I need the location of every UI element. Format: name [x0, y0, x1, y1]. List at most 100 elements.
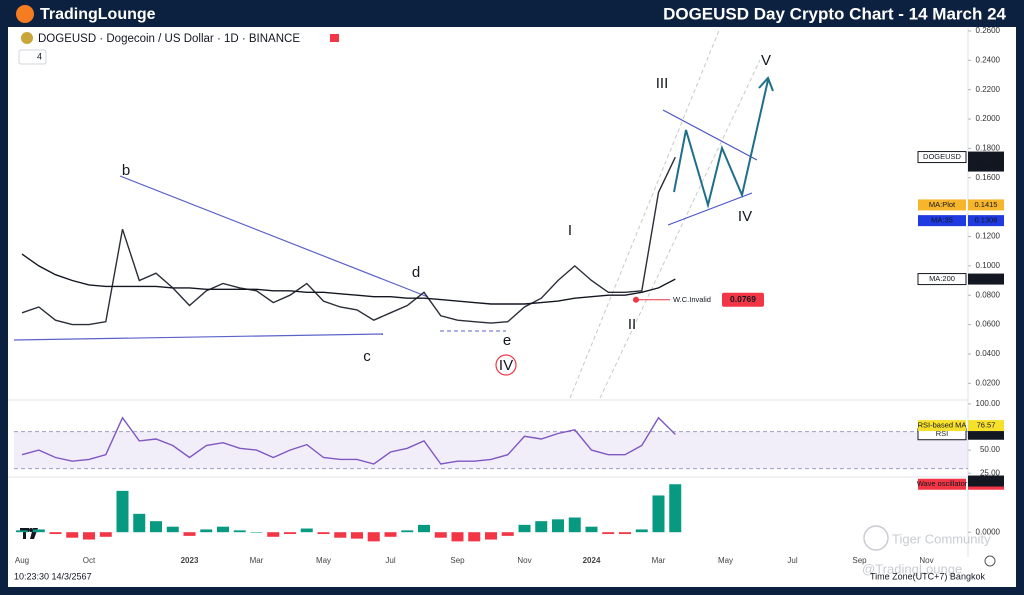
wave-label: III	[656, 75, 669, 92]
x-tick-label: 2024	[583, 556, 601, 565]
bar	[552, 519, 564, 533]
tag-value: 0.1415	[975, 200, 998, 209]
indicator-toggle[interactable]	[18, 49, 47, 65]
arrow-head	[758, 76, 774, 92]
x-tick-label: Sep	[450, 556, 465, 565]
wave-label: IV	[499, 357, 513, 374]
bar	[602, 532, 615, 535]
bar	[66, 532, 79, 538]
flag-icon	[330, 34, 339, 42]
y-tick-label: 25.00	[980, 468, 1001, 477]
y-tick-label: 0.2000	[976, 114, 1001, 123]
x-tick-label: 2023	[181, 556, 199, 565]
x-tick-label: Aug	[15, 556, 29, 565]
y-tick-label: 0.1000	[976, 261, 1001, 270]
bar	[133, 513, 146, 533]
x-tick-label: Nov	[517, 556, 531, 565]
y-tick-label: 0.2400	[976, 55, 1001, 64]
tag-value-box	[968, 428, 1004, 440]
tag-value: 76.57	[977, 421, 996, 430]
bar	[635, 529, 648, 533]
bar	[334, 532, 347, 538]
x-tick-label: Oct	[83, 556, 96, 565]
bar	[367, 532, 380, 542]
bar	[451, 532, 464, 542]
logo-text: TradingLounge	[40, 6, 156, 23]
tag-value: 0.1741	[975, 152, 998, 161]
bar	[150, 521, 162, 533]
series-line	[21, 416, 676, 465]
triangle-line	[667, 192, 753, 226]
tag-value-box	[968, 420, 1004, 432]
tag-value: 0.0910	[975, 274, 998, 283]
tag-name-box	[918, 199, 966, 211]
bar	[485, 532, 497, 540]
x-tick-label: Jul	[787, 556, 797, 565]
tag-name: MA:35	[931, 216, 953, 225]
settings-button[interactable]	[984, 555, 996, 567]
bar	[434, 532, 447, 538]
bar	[250, 532, 263, 533]
bar	[32, 529, 45, 533]
bar	[166, 526, 179, 533]
tag-name-box	[918, 478, 966, 490]
tag-name-box	[917, 273, 967, 286]
wave-label: c	[363, 348, 371, 365]
tag-name-box	[918, 215, 966, 227]
logo-icon	[16, 5, 34, 23]
x-tick-label: Mar	[652, 556, 666, 565]
bar	[401, 530, 414, 533]
bar	[16, 530, 28, 533]
tag-name-box	[917, 151, 967, 164]
tag-name: MA:Plot	[929, 200, 956, 209]
tag-value-box	[968, 273, 1004, 285]
bar	[652, 495, 665, 533]
bar	[468, 532, 481, 542]
y-tick-label: 0.1200	[976, 232, 1001, 241]
tag-name: RSI	[936, 429, 949, 438]
bar	[384, 532, 397, 537]
projection-path	[673, 79, 769, 209]
bar	[217, 526, 229, 533]
channel-line	[569, 27, 721, 399]
x-tick-label: May	[316, 556, 331, 565]
bar	[200, 529, 213, 533]
footer-time: 10:23:30 14/3/2567	[14, 571, 92, 581]
y-tick-label: 0.0800	[976, 290, 1001, 299]
tag-value-box	[968, 215, 1004, 227]
series-line	[21, 253, 676, 305]
invalid-value: 0.0769	[730, 294, 756, 304]
wave-label: d	[412, 264, 420, 281]
bar	[233, 530, 246, 533]
rsi-band	[14, 431, 968, 469]
tag-time: 20:36:30	[971, 161, 1000, 170]
bar	[317, 532, 330, 535]
bar	[518, 524, 531, 533]
x-tick-label: Jul	[385, 556, 395, 565]
x-tick-label: May	[718, 556, 733, 565]
tag-name: RSI-based MA	[918, 421, 967, 430]
wave-label: e	[503, 332, 511, 349]
y-tick-label: 0.0000	[976, 527, 1001, 536]
chart-title: DOGEUSD Day Crypto Chart - 14 March 24	[663, 4, 1006, 23]
wave-circle	[495, 354, 517, 376]
watermark: Tiger Community	[892, 531, 991, 546]
tag-value: 0.1308	[975, 216, 998, 225]
tag-value-box	[968, 151, 1004, 172]
y-tick-label: 100.00	[976, 399, 1001, 408]
y-tick-label: 0.0600	[976, 320, 1001, 329]
tag-value: 0.0557	[975, 476, 998, 485]
y-tick-label: 0.2600	[976, 26, 1001, 35]
bar	[267, 532, 280, 537]
channel-line	[599, 59, 761, 399]
wave-label: II	[628, 316, 636, 333]
symbol-legend: DOGEUSD · Dogecoin / US Dollar · 1D · BI…	[38, 33, 300, 45]
bar	[351, 532, 363, 539]
coin-icon	[21, 32, 33, 44]
x-tick-label: Sep	[852, 556, 867, 565]
x-tick-label: Nov	[919, 556, 933, 565]
wave-label: V	[761, 52, 771, 69]
bar	[83, 532, 95, 540]
bar	[116, 490, 129, 533]
